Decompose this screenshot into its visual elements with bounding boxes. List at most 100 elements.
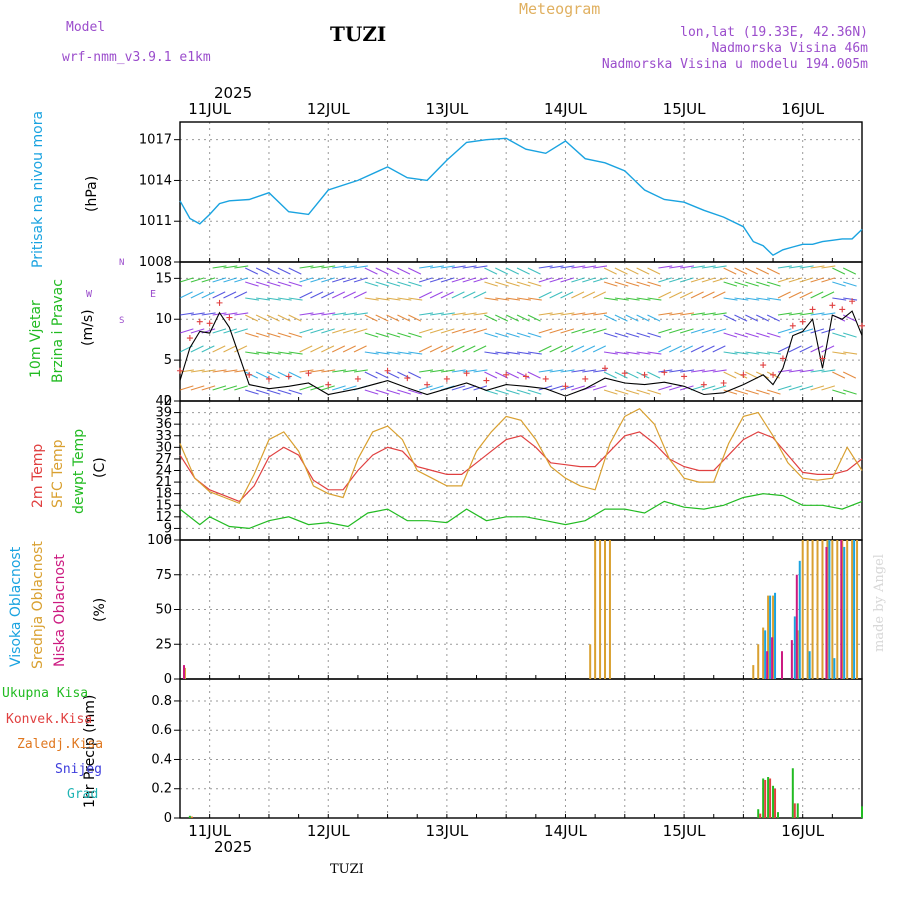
wind-arrow (223, 369, 238, 373)
wind-arrow (560, 277, 575, 283)
wind-arrow (767, 297, 782, 301)
wind-arrow (832, 389, 846, 395)
wind-arrow (669, 277, 683, 283)
wind-gust-marker (779, 355, 786, 362)
wind-arrow (560, 345, 574, 353)
panel-frame (179, 678, 863, 819)
wind-arrow (745, 389, 759, 395)
wind-arrow (680, 369, 695, 373)
high-cloud-bar (764, 630, 767, 679)
wind-arrow (375, 314, 389, 322)
wind-arrow (505, 314, 520, 322)
conv-precip-bar (774, 788, 777, 818)
wind-arrow (429, 328, 444, 334)
wind-arrow (766, 332, 781, 338)
mid-cloud-bar (594, 540, 597, 679)
wind-gust-marker (206, 320, 213, 327)
low-cloud-bar (795, 574, 798, 679)
wind-arrow (647, 297, 662, 301)
wind-arrow (614, 332, 629, 338)
wind-arrow (593, 312, 608, 316)
wind-arrow (843, 297, 858, 301)
wind-arrow (756, 389, 770, 395)
wind-arrow (201, 277, 216, 283)
wind-arrow (429, 385, 444, 391)
wind-arrow (788, 291, 802, 299)
wind-arrow (679, 345, 693, 353)
wind-arrow (614, 389, 629, 395)
meteogram-label: Meteogram (519, 0, 601, 18)
wind-gust-marker (226, 314, 233, 321)
wind-arrow (516, 267, 530, 275)
wind-arrow (766, 314, 780, 322)
wind-arrow (484, 314, 498, 322)
wind-arrow (799, 385, 814, 391)
wind-arrow (614, 351, 629, 355)
high-cloud-bar (833, 658, 836, 679)
wind-arrow (332, 312, 347, 316)
wind-arrow (364, 351, 379, 355)
wind-gust-marker (305, 370, 312, 377)
wind-gust-marker (216, 299, 223, 306)
y-tick-label: 12 (155, 510, 172, 525)
total-precip-bar (188, 815, 191, 818)
high-cloud-bar (828, 540, 831, 679)
wind-arrow (712, 277, 727, 283)
wind-arrow (680, 312, 695, 316)
high-cloud-bar (769, 595, 772, 679)
wind-arrow (179, 277, 194, 283)
wind-arrow (810, 345, 824, 353)
total-precip-bar (861, 806, 863, 818)
wind-arrow (516, 332, 531, 338)
y-tick-label: 1017 (139, 133, 172, 148)
wind-arrow (625, 297, 640, 301)
wind-arrow (375, 332, 390, 338)
wind-arrow (495, 351, 510, 355)
mid-cloud-bar (604, 540, 607, 679)
wind-arrow (756, 314, 770, 322)
mid-cloud-bar (599, 540, 602, 679)
wind-arrow (690, 328, 705, 334)
wind-arrow (255, 281, 270, 287)
wind-arrow (299, 385, 314, 391)
high-cloud-bar (774, 592, 777, 679)
mid-cloud-bar (806, 540, 809, 679)
total-precip-bar (772, 785, 775, 818)
wind-arrow (701, 277, 716, 283)
wind-arrow (408, 371, 422, 379)
wind-arrow (658, 385, 672, 391)
wind-arrow (516, 371, 530, 379)
wind-arrow (201, 369, 216, 373)
wind-arrow (571, 265, 586, 269)
wind-gust-marker (325, 381, 332, 388)
wind-arrow (701, 312, 716, 316)
wind-arrow (266, 351, 281, 355)
wind-arrow (582, 328, 596, 334)
wind-arrow (679, 277, 694, 283)
wind-arrow (332, 277, 346, 283)
wind-arrow (451, 265, 466, 269)
wind-arrow (321, 345, 335, 353)
compass-w: W (86, 289, 93, 300)
wind-arrow (353, 369, 368, 373)
wind-arrow (745, 297, 760, 301)
y-tick-label: 24 (155, 464, 172, 479)
wind-arrow (429, 312, 444, 316)
wind-arrow (582, 369, 597, 373)
wind-arrow (397, 351, 412, 355)
wind-arrow (527, 314, 541, 322)
y-tick-label: 0.6 (151, 723, 172, 738)
wind-gust-marker (503, 371, 510, 378)
wind-arrow (560, 328, 575, 334)
wind-arrow (506, 297, 521, 301)
wind-arrow (321, 385, 335, 391)
wind-arrow (505, 371, 520, 379)
wind-arrow (690, 265, 705, 269)
wind-arrow (734, 281, 749, 287)
wind-arrow (799, 312, 814, 316)
x-day-label-bottom: 13JUL (425, 822, 468, 840)
wind-arrow (179, 385, 194, 391)
wind-arrow (244, 314, 259, 322)
wind-arrow (419, 277, 433, 283)
wind-arrow (832, 351, 847, 355)
